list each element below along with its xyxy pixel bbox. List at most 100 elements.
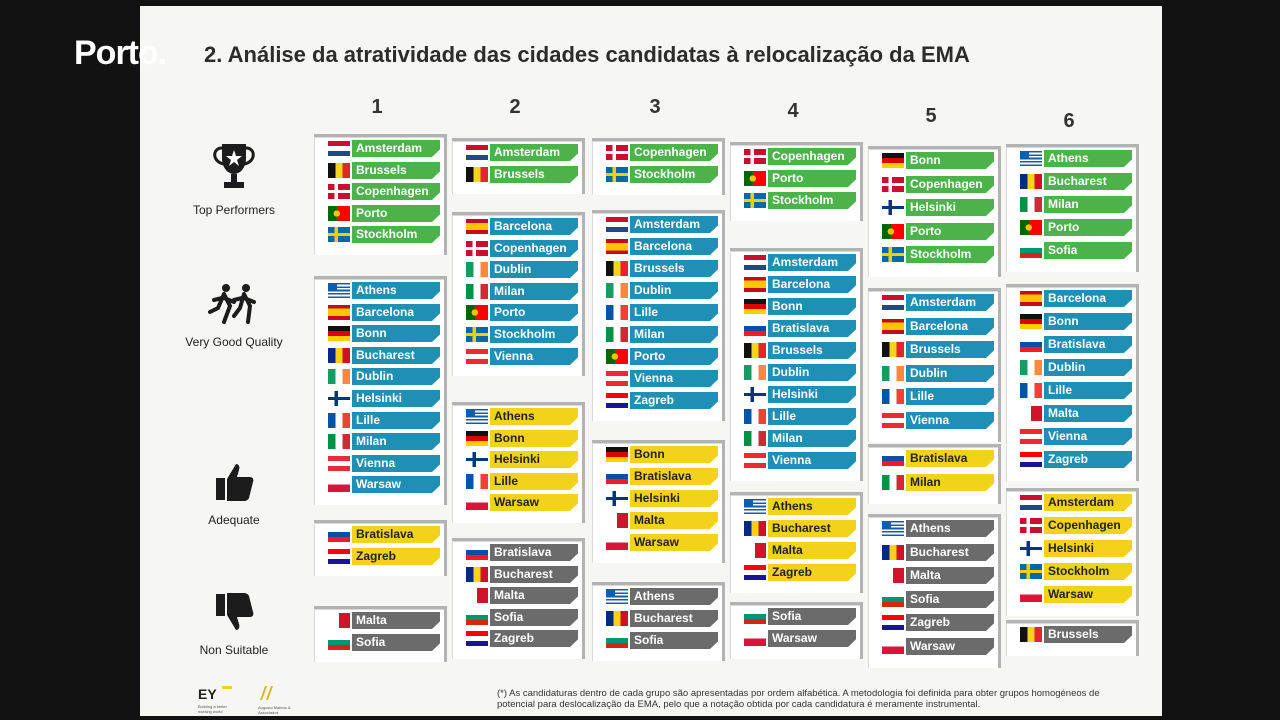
city-bar: [490, 240, 578, 257]
city-bar: [906, 412, 994, 429]
city-bucharest: Bucharest: [606, 610, 718, 627]
flag-lille: [606, 305, 628, 320]
city-name: Stockholm: [1048, 564, 1110, 578]
flag-athens: [1020, 151, 1042, 166]
city-stockholm: Stockholm: [744, 192, 856, 209]
flag-copenhagen: [328, 184, 350, 199]
flag-porto: [744, 171, 766, 186]
flag-milan: [744, 431, 766, 446]
city-milan: Milan: [1020, 196, 1132, 213]
flag-zagreb: [328, 549, 350, 564]
city-dublin: Dublin: [1020, 359, 1132, 376]
city-bar: [906, 176, 994, 193]
city-name: Dublin: [494, 262, 532, 276]
city-bar: [906, 474, 994, 491]
flag-amsterdam: [744, 255, 766, 270]
slide-title: 2. Análise da atratividade das cidades c…: [204, 42, 970, 67]
city-bar: [906, 341, 994, 358]
city-name: Warsaw: [910, 639, 955, 653]
city-zagreb: Zagreb: [744, 564, 856, 581]
city-stockholm: Stockholm: [328, 226, 440, 243]
city-bar: [906, 246, 994, 263]
flag-vienna: [1020, 429, 1042, 444]
city-copenhagen: Copenhagen: [466, 240, 578, 257]
flag-warsaw: [328, 477, 350, 492]
flag-malta: [882, 568, 904, 583]
flag-malta: [328, 613, 350, 628]
city-bar: [906, 318, 994, 335]
flag-warsaw: [1020, 587, 1042, 602]
ey-logo-bar: [222, 686, 233, 689]
city-bar: [1044, 242, 1132, 259]
flag-bucharest: [606, 611, 628, 626]
city-vienna: Vienna: [466, 348, 578, 365]
city-bar: [906, 152, 994, 169]
city-dublin: Dublin: [466, 261, 578, 278]
city-bar: [352, 140, 440, 157]
flag-lille: [466, 474, 488, 489]
city-zagreb: Zagreb: [328, 548, 440, 565]
city-bar: [630, 588, 718, 605]
city-name: Copenhagen: [494, 241, 567, 255]
city-bar: [768, 408, 856, 425]
flag-bucharest: [882, 545, 904, 560]
legend-label: Very Good Quality: [185, 335, 283, 349]
flag-milan: [466, 284, 488, 299]
city-bar: [352, 548, 440, 565]
flag-barcelona: [466, 219, 488, 234]
city-porto: Porto: [466, 304, 578, 321]
city-bar: [768, 542, 856, 559]
flag-lille: [882, 389, 904, 404]
flag-helsinki: [744, 387, 766, 402]
city-name: Amsterdam: [634, 217, 701, 231]
flag-stockholm: [466, 327, 488, 342]
flag-milan: [1020, 197, 1042, 212]
partner-logo-icon: [260, 686, 273, 700]
flag-helsinki: [466, 452, 488, 467]
city-name: Sofia: [634, 633, 664, 647]
flag-lille: [744, 409, 766, 424]
flag-helsinki: [1020, 541, 1042, 556]
flag-brussels: [744, 343, 766, 358]
city-zagreb: Zagreb: [466, 630, 578, 647]
city-bar: [490, 544, 578, 561]
flag-athens: [744, 499, 766, 514]
city-name: Athens: [494, 409, 535, 423]
city-bar: [352, 183, 440, 200]
city-malta: Malta: [882, 567, 994, 584]
city-bar: [352, 526, 440, 543]
legend-trophy: Top Performers: [170, 138, 298, 217]
city-warsaw: Warsaw: [606, 534, 718, 551]
column-number-1: 1: [371, 96, 383, 118]
flag-bratislava: [1020, 337, 1042, 352]
city-bar: [630, 238, 718, 255]
flag-milan: [882, 475, 904, 490]
column-number-4: 4: [787, 100, 799, 122]
city-name: Bratislava: [634, 469, 692, 483]
legend-runners: Very Good Quality: [170, 282, 298, 349]
city-name: Stockholm: [634, 167, 696, 181]
city-bar: [768, 170, 856, 187]
flag-bratislava: [466, 545, 488, 560]
city-bar: [1044, 313, 1132, 330]
city-name: Zagreb: [356, 549, 397, 563]
city-warsaw: Warsaw: [744, 630, 856, 647]
city-bar: [630, 282, 718, 299]
city-bar: [768, 276, 856, 293]
city-bar: [1044, 359, 1132, 376]
city-zagreb: Zagreb: [882, 614, 994, 631]
city-bar: [490, 144, 578, 161]
city-sofia: Sofia: [882, 591, 994, 608]
city-barcelona: Barcelona: [882, 318, 994, 335]
flag-dublin: [466, 262, 488, 277]
city-bar: [490, 609, 578, 626]
legend-thumbs-down: Non Suitable: [170, 590, 298, 657]
city-name: Milan: [356, 434, 387, 448]
city-name: Barcelona: [772, 277, 831, 291]
city-name: Helsinki: [910, 200, 957, 214]
city-name: Lille: [494, 474, 519, 488]
city-name: Porto: [634, 349, 666, 363]
city-name: Copenhagen: [634, 145, 707, 159]
flag-barcelona: [328, 305, 350, 320]
city-name: Amsterdam: [356, 141, 423, 155]
